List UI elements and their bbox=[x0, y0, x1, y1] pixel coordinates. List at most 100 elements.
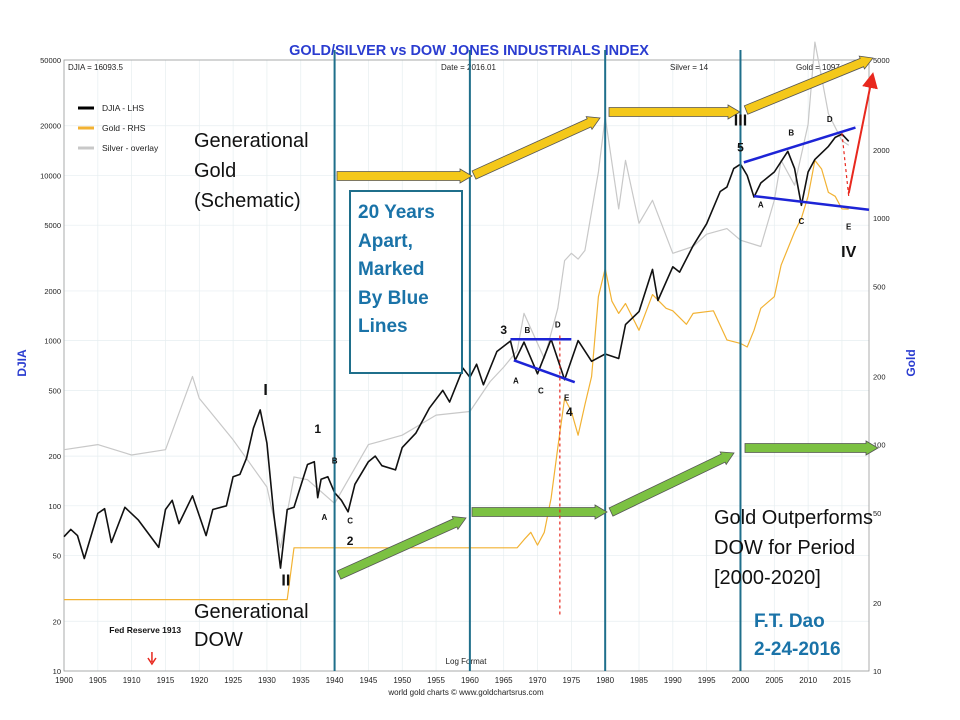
dow-arrow bbox=[471, 504, 608, 520]
x-tick-label: 1905 bbox=[89, 676, 107, 685]
wave-roman-label: III bbox=[734, 113, 747, 130]
legend-label: DJIA - LHS bbox=[102, 103, 144, 113]
fed-reserve-label: Fed Reserve 1913 bbox=[109, 625, 181, 635]
legend-label: Gold - RHS bbox=[102, 123, 146, 133]
wave-letter-label: 2 bbox=[347, 534, 354, 548]
x-tick-label: 1965 bbox=[495, 676, 513, 685]
support-line bbox=[513, 359, 576, 384]
wave-letter-label: B bbox=[788, 128, 794, 137]
note-line: 20 Years bbox=[358, 202, 435, 223]
x-tick-label: 2000 bbox=[732, 676, 750, 685]
wave-roman-label: I bbox=[263, 382, 267, 399]
gold-arrow bbox=[471, 116, 601, 180]
y-left-tick-label: 50000 bbox=[40, 56, 61, 65]
wave-roman-label: II bbox=[281, 572, 290, 589]
wave-letter-label: A bbox=[758, 200, 764, 209]
x-tick-label: 1980 bbox=[596, 676, 614, 685]
header-date: Date = 2016.01 bbox=[441, 63, 496, 72]
note-line: Apart, bbox=[358, 230, 413, 252]
y-right-tick-label: 2000 bbox=[873, 146, 890, 155]
wave-letter-label: A bbox=[513, 377, 519, 386]
x-tick-label: 1935 bbox=[292, 676, 310, 685]
x-tick-label: 1940 bbox=[326, 676, 344, 685]
x-tick-label: 1995 bbox=[698, 676, 716, 685]
gen-gold-line: Gold bbox=[194, 160, 237, 182]
gen-gold-line: (Schematic) bbox=[194, 190, 301, 212]
x-tick-label: 2015 bbox=[833, 676, 851, 685]
chart-credit: world gold charts © www.goldchartsrus.co… bbox=[387, 688, 544, 697]
y-left-tick-label: 1000 bbox=[44, 337, 61, 346]
x-tick-label: 1925 bbox=[224, 676, 242, 685]
outperform-line: Gold Outperforms bbox=[714, 507, 873, 529]
note-line: Marked bbox=[358, 259, 425, 280]
y-right-tick-label: 50 bbox=[873, 509, 881, 518]
wave-letter-label: C bbox=[798, 217, 804, 226]
gen-gold-line: Generational bbox=[194, 130, 309, 152]
series-line-silver bbox=[63, 41, 850, 549]
y-left-tick-label: 200 bbox=[48, 452, 61, 461]
y-right-tick-label: 200 bbox=[873, 372, 886, 381]
wave-roman-label: IV bbox=[841, 244, 856, 261]
author-credit: F.T. Dao 2-24-2016 bbox=[754, 608, 841, 664]
header-gold: Gold = 1097 bbox=[796, 63, 840, 72]
x-tick-label: 1960 bbox=[461, 676, 479, 685]
y-right-tick-label: 20 bbox=[873, 599, 881, 608]
note-line: By Blue bbox=[358, 287, 429, 309]
dow-arrow bbox=[608, 451, 735, 517]
gold-arrow bbox=[743, 55, 874, 115]
twenty-years-note: 20 Years Apart, Marked By Blue Lines bbox=[358, 199, 458, 342]
wave-letter-label: A bbox=[322, 513, 328, 522]
x-tick-label: 1955 bbox=[427, 676, 445, 685]
legend-label: Silver - overlay bbox=[102, 143, 159, 153]
x-tick-label: 1930 bbox=[258, 676, 276, 685]
wave-markup bbox=[510, 72, 878, 615]
note-line: Lines bbox=[358, 316, 408, 337]
x-tick-label: 1975 bbox=[562, 676, 580, 685]
gen-dow-line: DOW bbox=[194, 629, 243, 651]
y-left-tick-label: 50 bbox=[53, 552, 61, 561]
wave-letter-label: 1 bbox=[314, 422, 321, 436]
outperform-line: [2000-2020] bbox=[714, 567, 821, 589]
series bbox=[63, 41, 850, 601]
resistance-line bbox=[743, 126, 856, 164]
wave-letter-label: B bbox=[332, 457, 338, 466]
generational-gold-label: Generational Gold (Schematic) bbox=[194, 126, 309, 216]
x-tick-label: 1985 bbox=[630, 676, 648, 685]
wave-letter-label: E bbox=[846, 223, 852, 232]
y-left-tick-label: 500 bbox=[48, 386, 61, 395]
x-tick-label: 2005 bbox=[765, 676, 783, 685]
dow-arrow bbox=[336, 516, 467, 580]
wave-letter-label: B bbox=[524, 326, 530, 335]
axes: 1900 1905 1910 1915 1920 1925 1930 1935 1940 1945… bbox=[40, 56, 890, 685]
header-silver: Silver = 14 bbox=[670, 63, 709, 72]
log-format-note: Log Format bbox=[446, 657, 488, 666]
x-tick-label: 1920 bbox=[190, 676, 208, 685]
support-line bbox=[753, 194, 870, 211]
header-djia: DJIA = 16093.5 bbox=[68, 63, 123, 72]
wave-letter-label: C bbox=[538, 386, 544, 395]
y-left-tick-label: 2000 bbox=[44, 287, 61, 296]
y-left-tick-label: 20000 bbox=[40, 122, 61, 131]
wave-letter-label: C bbox=[347, 517, 353, 526]
x-tick-label: 1915 bbox=[157, 676, 175, 685]
x-tick-label: 1900 bbox=[55, 676, 73, 685]
x-tick-label: 1990 bbox=[664, 676, 682, 685]
author-date: 2-24-2016 bbox=[754, 639, 841, 660]
y-left-tick-label: 10 bbox=[53, 667, 61, 676]
red-arrow bbox=[847, 72, 878, 194]
y-right-tick-label: 10 bbox=[873, 667, 881, 676]
legend: DJIA - LHS Gold - RHS Silver - overlay bbox=[78, 103, 159, 153]
y-right-tick-label: 5000 bbox=[873, 56, 890, 65]
y-right-tick-label: 500 bbox=[873, 282, 886, 291]
wave-letter-label: 5 bbox=[737, 140, 744, 154]
wave-letter-label: E bbox=[564, 393, 570, 402]
wave-letter-label: D bbox=[555, 321, 561, 330]
y-left-tick-label: 5000 bbox=[44, 221, 61, 230]
x-tick-label: 1910 bbox=[123, 676, 141, 685]
series-line-djia bbox=[63, 133, 850, 569]
y-right-tick-label: 1000 bbox=[873, 214, 890, 223]
y-axis-right-label: Gold bbox=[904, 349, 918, 376]
gold-outperforms-note: Gold Outperforms DOW for Period [2000-20… bbox=[714, 503, 873, 593]
